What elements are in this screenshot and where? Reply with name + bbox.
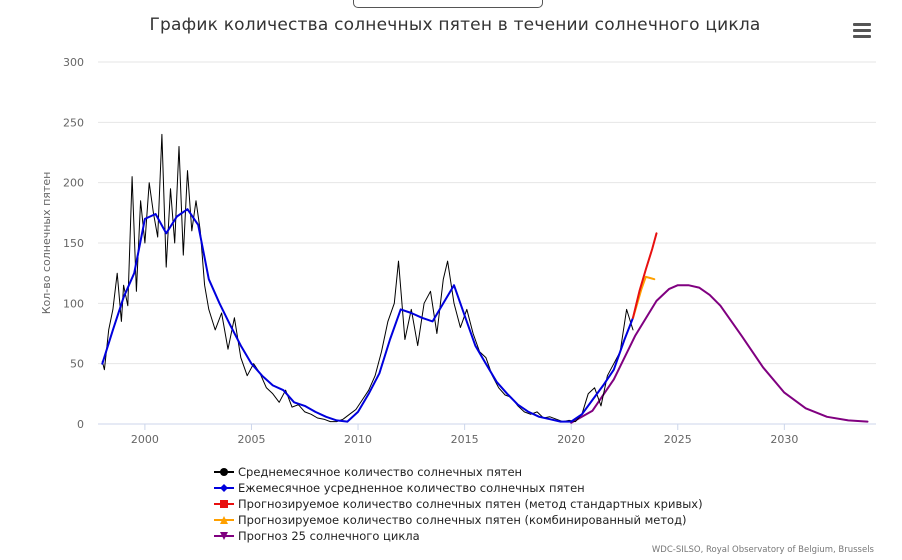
series-line-4 [570,284,869,424]
x-tick-label-4: 2020 [557,433,585,446]
x-tick-label-5: 2025 [664,433,692,446]
series-line-3 [632,275,656,319]
y-tick-label-5: 250 [63,116,84,129]
legend-item-2[interactable]: Прогнозируемое количество солнечных пяте… [214,496,703,512]
y-axis-label: Кол-во солнечных пятен [40,172,53,315]
hamburger-menu-icon[interactable] [853,23,871,39]
legend-label: Прогнозируемое количество солнечных пяте… [238,513,687,527]
legend-item-1[interactable]: Ежемесячное усредненное количество солне… [214,480,703,496]
y-tick-label-4: 200 [63,177,84,190]
chart-legend: Среднемесячное количество солнечных пяте… [214,464,703,544]
chart-title: График количества солнечных пятен в тече… [149,15,761,35]
x-tick-label-1: 2005 [237,433,265,446]
legend-marker-icon [214,468,234,476]
x-tick-label-2: 2010 [344,433,372,446]
y-tick-label-1: 50 [70,358,84,371]
y-tick-label-3: 150 [63,237,84,250]
legend-marker-icon [214,484,234,492]
legend-item-3[interactable]: Прогнозируемое количество солнечных пяте… [214,512,703,528]
legend-marker-icon [214,516,234,524]
series-line-0 [101,133,634,423]
x-tick-label-3: 2015 [451,433,479,446]
legend-marker-icon [214,532,234,540]
x-tick-label-0: 2000 [131,433,159,446]
credits-text[interactable]: WDC-SILSO, Royal Observatory of Belgium,… [651,545,874,555]
y-tick-label-2: 100 [63,297,84,310]
series-line-2 [632,232,658,319]
legend-item-0[interactable]: Среднемесячное количество солнечных пяте… [214,464,703,480]
legend-label: Прогнозируемое количество солнечных пяте… [238,497,703,511]
legend-label: Прогноз 25 солнечного цикла [238,529,420,543]
legend-label: Среднемесячное количество солнечных пяте… [238,465,523,479]
legend-label: Ежемесячное усредненное количество солне… [238,481,585,495]
x-tick-label-6: 2030 [770,433,798,446]
y-tick-label-0: 0 [77,418,84,431]
series-line-1 [101,208,634,423]
legend-marker-icon [214,500,234,508]
legend-item-4[interactable]: Прогноз 25 солнечного цикла [214,528,703,544]
top-tab-button[interactable] [353,0,543,8]
y-tick-label-6: 300 [63,56,84,69]
